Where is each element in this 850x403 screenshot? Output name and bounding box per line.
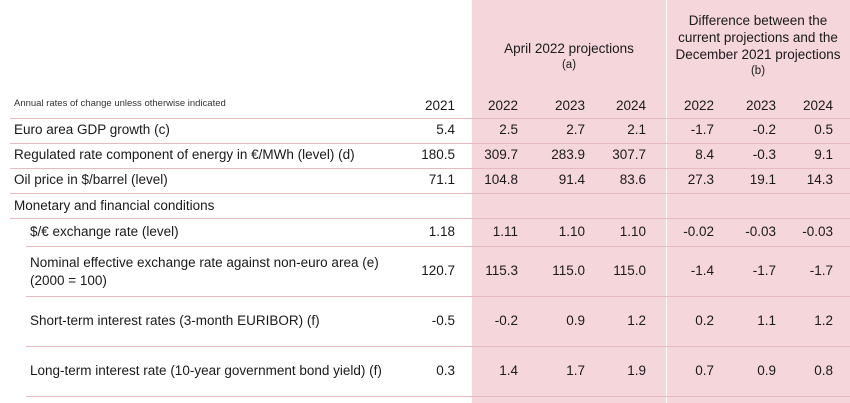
cell-2024: 1.10 bbox=[619, 224, 646, 239]
cell-2022: 1.4 bbox=[499, 363, 518, 378]
year-header-2021: 2021 bbox=[424, 98, 455, 113]
cell-diff-2024: 1.2 bbox=[814, 313, 833, 328]
row-divider bbox=[10, 218, 850, 219]
cell-2021: 5.4 bbox=[436, 122, 455, 137]
row-divider bbox=[10, 143, 850, 144]
cell-2023: 0.9 bbox=[566, 313, 585, 328]
cell-2024: 2.1 bbox=[627, 122, 646, 137]
cell-2023: 1.10 bbox=[558, 224, 585, 239]
difference-title-line-2: current projections and the bbox=[678, 30, 838, 45]
cell-2022: 1.11 bbox=[492, 224, 518, 239]
cell-2022: 115.3 bbox=[485, 263, 518, 278]
row-label-line-2: (2000 = 100) bbox=[30, 273, 107, 288]
cell-2022: 309.7 bbox=[484, 147, 518, 162]
cell-2021: 0.3 bbox=[436, 363, 455, 378]
year-header-2022: 2022 bbox=[487, 98, 518, 113]
cell-diff-2023: -0.2 bbox=[752, 122, 776, 137]
cell-diff-2023: 19.1 bbox=[749, 172, 776, 187]
section-label: Monetary and financial conditions bbox=[14, 198, 215, 213]
april-projections-note: (a) bbox=[561, 59, 577, 71]
column-divider bbox=[666, 0, 667, 403]
year-header-2024: 2024 bbox=[615, 98, 646, 113]
cell-diff-2022: 27.3 bbox=[687, 172, 714, 187]
cell-diff-2022: 0.2 bbox=[695, 313, 714, 328]
row-label: Oil price in $/barrel (level) bbox=[14, 172, 168, 187]
cell-2023: 91.4 bbox=[558, 172, 585, 187]
row-label: Euro area GDP growth (c) bbox=[14, 122, 170, 137]
cell-diff-2023: -1.7 bbox=[752, 263, 776, 278]
cell-2022: -0.2 bbox=[494, 313, 518, 328]
difference-title-line-3: December 2021 projections bbox=[675, 47, 841, 62]
cell-diff-2022: 0.7 bbox=[695, 363, 714, 378]
year-header-2023: 2023 bbox=[554, 98, 585, 113]
april-projections-header: April 2022 projections (a) bbox=[472, 40, 666, 74]
cell-diff-2024: 14.3 bbox=[806, 172, 833, 187]
cell-2022: 2.5 bbox=[499, 122, 518, 137]
row-label: Long-term interest rate (10-year governm… bbox=[30, 363, 382, 378]
cell-2021: 120.7 bbox=[421, 263, 455, 278]
row-divider bbox=[26, 346, 850, 347]
cell-2021: -0.5 bbox=[431, 313, 455, 328]
row-divider bbox=[26, 396, 850, 397]
row-label: $/€ exchange rate (level) bbox=[30, 224, 179, 239]
cell-2024: 307.7 bbox=[612, 147, 646, 162]
cell-diff-2024: -0.03 bbox=[802, 224, 833, 239]
cell-diff-2024: 9.1 bbox=[814, 147, 833, 162]
cell-2024: 115.0 bbox=[613, 263, 646, 278]
row-divider bbox=[26, 296, 850, 297]
cell-diff-2023: 1.1 bbox=[757, 313, 776, 328]
row-label: Regulated rate component of energy in €/… bbox=[14, 147, 355, 162]
cell-diff-2024: 0.5 bbox=[814, 122, 833, 137]
april-projections-title: April 2022 projections bbox=[504, 41, 634, 56]
row-divider bbox=[10, 193, 850, 194]
row-label: Short-term interest rates (3-month EURIB… bbox=[30, 313, 320, 328]
cell-2023: 2.7 bbox=[566, 122, 585, 137]
cell-diff-2023: -0.03 bbox=[745, 224, 776, 239]
cell-2024: 1.9 bbox=[627, 363, 646, 378]
cell-2021: 71.1 bbox=[428, 172, 455, 187]
year-header-2024-diff: 2024 bbox=[802, 98, 833, 113]
cell-diff-2024: 0.8 bbox=[814, 363, 833, 378]
cell-2023: 1.7 bbox=[566, 363, 585, 378]
cell-2024: 83.6 bbox=[619, 172, 646, 187]
header-rule bbox=[10, 118, 850, 119]
cell-diff-2022: -1.4 bbox=[690, 263, 714, 278]
difference-note: (b) bbox=[750, 65, 766, 77]
cell-diff-2022: 8.4 bbox=[695, 147, 714, 162]
cell-diff-2023: 0.9 bbox=[757, 363, 776, 378]
year-header-2022-diff: 2022 bbox=[683, 98, 714, 113]
cell-diff-2022: -0.02 bbox=[683, 224, 714, 239]
cell-diff-2022: -1.7 bbox=[690, 122, 714, 137]
projections-shading bbox=[472, 0, 850, 403]
year-header-2023-diff: 2023 bbox=[745, 98, 776, 113]
cell-diff-2024: -1.7 bbox=[809, 263, 833, 278]
difference-header: Difference between the current projectio… bbox=[666, 12, 850, 80]
cell-2021: 180.5 bbox=[421, 147, 455, 162]
cell-2023: 283.9 bbox=[551, 147, 585, 162]
row-label-line-1: Nominal effective exchange rate against … bbox=[30, 255, 379, 270]
cell-2022: 104.8 bbox=[484, 172, 518, 187]
units-note: Annual rates of change unless otherwise … bbox=[14, 98, 226, 109]
row-divider bbox=[26, 246, 850, 247]
cell-2024: 1.2 bbox=[627, 313, 646, 328]
cell-2021: 1.18 bbox=[428, 224, 455, 239]
row-divider bbox=[10, 168, 850, 169]
difference-title-line-1: Difference between the bbox=[688, 13, 828, 28]
cell-2023: 115.0 bbox=[552, 263, 585, 278]
cell-diff-2023: -0.3 bbox=[752, 147, 776, 162]
